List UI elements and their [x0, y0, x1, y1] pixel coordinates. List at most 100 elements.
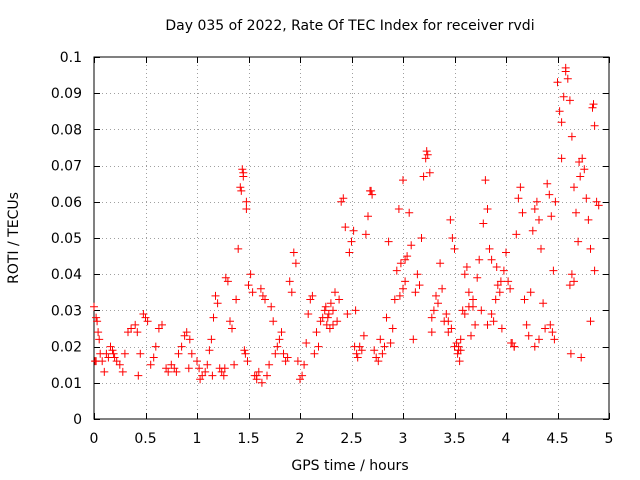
data-point	[541, 324, 550, 333]
data-point	[442, 310, 451, 318]
data-point	[209, 313, 218, 322]
data-point	[106, 342, 115, 351]
data-point	[234, 244, 243, 253]
data-point	[401, 255, 410, 264]
data-point	[324, 310, 333, 318]
data-point	[258, 291, 267, 300]
data-point	[310, 349, 319, 358]
data-point	[376, 335, 385, 344]
data-point	[576, 172, 585, 181]
data-point	[479, 219, 488, 228]
data-point	[180, 331, 189, 340]
data-point	[102, 349, 111, 358]
data-point	[407, 241, 416, 250]
data-point	[567, 270, 576, 279]
data-point	[458, 306, 467, 315]
data-point	[265, 360, 274, 369]
data-point	[409, 335, 418, 344]
data-point	[248, 288, 257, 297]
data-point	[187, 349, 196, 358]
data-point	[185, 335, 194, 344]
data-point	[289, 248, 298, 257]
data-point	[205, 346, 214, 355]
data-point	[302, 339, 311, 347]
data-point	[405, 208, 414, 217]
x-tick-label: 5	[605, 431, 614, 447]
data-point	[131, 320, 140, 329]
data-point	[582, 194, 591, 203]
data-point	[237, 186, 246, 195]
data-point	[491, 295, 500, 304]
data-point	[589, 100, 598, 109]
data-point	[141, 313, 150, 322]
data-point	[177, 342, 186, 351]
data-point	[447, 324, 456, 333]
data-point	[566, 349, 575, 358]
data-point	[401, 277, 410, 286]
data-point	[211, 291, 220, 300]
data-point	[386, 339, 395, 347]
data-point	[438, 284, 447, 293]
data-point	[339, 194, 348, 203]
data-point	[252, 371, 261, 380]
data-point	[207, 335, 216, 344]
data-point	[574, 237, 583, 246]
data-point	[275, 335, 284, 344]
data-point	[287, 288, 296, 297]
data-point	[487, 310, 496, 318]
data-point	[485, 244, 494, 253]
data-point	[230, 360, 239, 369]
data-point	[196, 375, 205, 384]
y-tick-label: 0.07	[51, 159, 82, 175]
data-point	[487, 255, 496, 264]
data-point	[403, 252, 412, 261]
data-point	[545, 190, 554, 199]
data-point	[195, 364, 204, 373]
data-point	[550, 335, 559, 344]
data-point	[269, 317, 278, 326]
data-point	[184, 364, 193, 373]
data-point	[434, 299, 442, 308]
axis-ticks	[94, 57, 610, 420]
data-point	[298, 371, 307, 380]
data-point	[396, 259, 405, 268]
x-tick-label: 2.5	[340, 431, 362, 447]
data-point	[526, 288, 535, 297]
data-point	[361, 230, 370, 239]
data-point	[415, 281, 424, 290]
data-point	[312, 328, 321, 337]
x-tick-label: 3	[399, 431, 408, 447]
data-point	[563, 74, 572, 83]
data-point	[504, 277, 513, 286]
data-point	[158, 320, 166, 329]
data-point	[395, 291, 404, 300]
data-point	[296, 375, 304, 384]
data-point	[460, 270, 469, 279]
data-point	[530, 205, 539, 213]
data-point	[539, 299, 548, 308]
data-point	[423, 150, 432, 159]
data-point	[483, 320, 492, 329]
data-point	[518, 208, 527, 217]
data-point	[464, 302, 473, 311]
data-point	[347, 237, 356, 246]
data-point	[267, 302, 276, 311]
data-point	[254, 367, 263, 376]
data-point	[134, 371, 143, 380]
data-point	[352, 349, 361, 358]
data-point	[277, 328, 286, 337]
data-point	[242, 205, 251, 213]
data-point	[92, 313, 101, 322]
data-point	[182, 328, 191, 337]
data-point	[514, 194, 523, 203]
data-point	[399, 176, 407, 185]
data-point	[139, 310, 148, 318]
x-tick-label: 3.5	[443, 431, 465, 447]
data-point	[331, 288, 339, 297]
data-point	[351, 306, 360, 315]
data-point	[565, 96, 574, 105]
data-point	[475, 255, 484, 264]
data-point	[524, 331, 533, 340]
data-point	[220, 364, 229, 373]
y-axis-label: ROTI / TECUs	[6, 192, 22, 284]
